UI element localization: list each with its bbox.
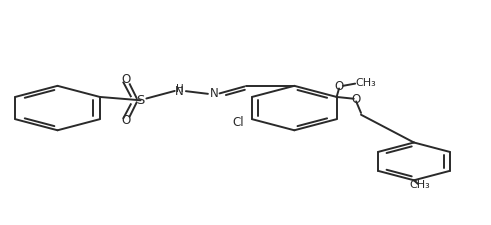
Text: S: S — [136, 94, 145, 107]
Text: N: N — [175, 85, 184, 98]
Text: O: O — [121, 114, 131, 127]
Text: O: O — [352, 93, 361, 106]
Text: CH₃: CH₃ — [355, 78, 376, 88]
Text: Cl: Cl — [233, 116, 244, 129]
Text: CH₃: CH₃ — [409, 180, 430, 190]
Text: N: N — [209, 87, 218, 100]
Text: O: O — [334, 80, 344, 93]
Text: H: H — [176, 83, 184, 94]
Text: O: O — [121, 73, 131, 86]
